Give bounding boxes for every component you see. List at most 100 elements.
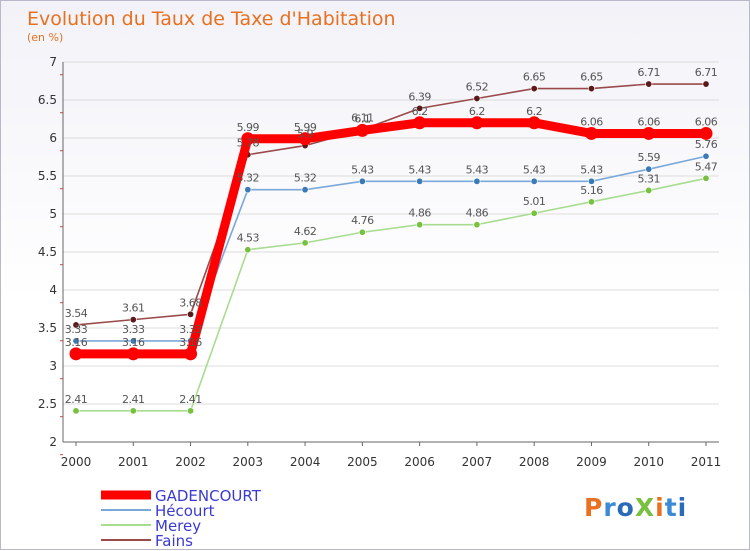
data-point [355,123,369,137]
logo-letter: P [584,493,603,522]
data-point [416,221,424,229]
logo-letter: r [603,493,616,522]
data-label: 6.1 [354,112,370,125]
data-point [129,407,137,415]
data-point [187,310,195,318]
data-point [530,209,538,217]
data-point [530,177,538,185]
chart-subtitle: (en %) [27,31,63,44]
data-point [702,80,710,88]
data-point [358,177,366,185]
data-label: 5.59 [637,151,660,164]
data-label: 6.39 [408,90,431,103]
x-tick-label: 2010 [633,455,664,469]
data-label: 5.31 [637,172,660,185]
data-point [584,126,598,140]
data-point [527,116,541,130]
y-tick-label: 2 [49,435,57,449]
data-label: 5.43 [408,163,431,176]
logo-letter: o [617,493,635,522]
data-point [702,152,710,160]
data-point [470,116,484,130]
proxiti-logo-text: ProXiti [584,493,687,522]
data-point [587,198,595,206]
data-label: 5.47 [695,160,718,173]
data-label: 6.71 [695,66,718,79]
data-label: 5.99 [237,121,260,134]
series-line-hécourt [76,155,707,342]
data-label: 3.33 [179,323,202,336]
logo-letter: X [635,493,655,522]
data-point [413,116,427,130]
data-label: 3.16 [122,336,145,349]
data-label: 5.43 [523,163,546,176]
y-tick-label: 3 [49,359,57,373]
x-tick-label: 2005 [347,455,378,469]
data-point [473,94,481,102]
x-tick-label: 2006 [404,455,435,469]
data-labels: 3.54 3.61 3.68 5.78 5.9 6.11 6.39 6.52 6.65 6.65 6… [65,66,718,406]
data-label: 5.16 [580,184,603,197]
data-point [587,177,595,185]
data-point [699,126,713,140]
data-point [645,80,653,88]
data-label: 6.06 [695,115,718,128]
y-tick-label: 6.5 [38,93,57,107]
y-tick-label: 3.5 [38,321,57,335]
data-label: 5.99 [294,121,317,134]
data-point [416,177,424,185]
series-line-gadencourt [76,118,706,359]
data-label: 3.61 [122,302,145,315]
data-point [298,132,312,146]
data-point [126,347,140,361]
data-point [473,177,481,185]
data-label: 6.06 [580,115,603,128]
data-label: 2.41 [122,393,145,406]
data-point [645,165,653,173]
data-label: 4.76 [351,214,374,227]
data-label: 4.86 [408,207,431,220]
data-point [184,347,198,361]
y-tick-label: 6 [49,131,57,145]
y-tick-label: 7 [49,55,57,69]
data-label: 6.65 [580,71,603,84]
data-point [473,221,481,229]
data-point [72,321,80,329]
legend-label: Hécourt [155,502,215,520]
x-tick-label: 2011 [691,455,722,469]
data-label: 4.62 [294,225,317,238]
data-point [69,347,83,361]
x-tick-label: 2003 [233,455,264,469]
logo-letter: i [678,493,688,522]
data-point [530,85,538,93]
y-tick-label: 4.5 [38,245,57,259]
y-tick-label: 5.5 [38,169,57,183]
chart-title: Evolution du Taux de Taxe d'Habitation [27,8,396,30]
x-tick-label: 2000 [61,455,92,469]
proxiti-logo: ProXiti [584,493,687,522]
data-point [301,239,309,247]
x-tick-label: 2002 [175,455,206,469]
data-point [642,126,656,140]
logo-letter: t [665,493,678,522]
series-line-fains [75,83,706,326]
data-label: 5.43 [351,163,374,176]
data-label: 5.43 [580,163,603,176]
legend-label: GADENCOURT [155,487,262,505]
data-label: 6.52 [466,80,489,93]
data-point [702,174,710,182]
data-point [187,407,195,415]
data-label: 5.78 [237,137,260,150]
data-label: 2.41 [179,393,202,406]
data-label: 5.01 [523,195,546,208]
data-point [244,246,252,254]
x-tick-label: 2001 [118,455,149,469]
data-label: 3.54 [65,307,88,320]
data-label: 6.2 [469,105,485,118]
data-label: 4.53 [237,232,260,245]
data-point [241,132,255,146]
data-label: 6.06 [637,115,660,128]
